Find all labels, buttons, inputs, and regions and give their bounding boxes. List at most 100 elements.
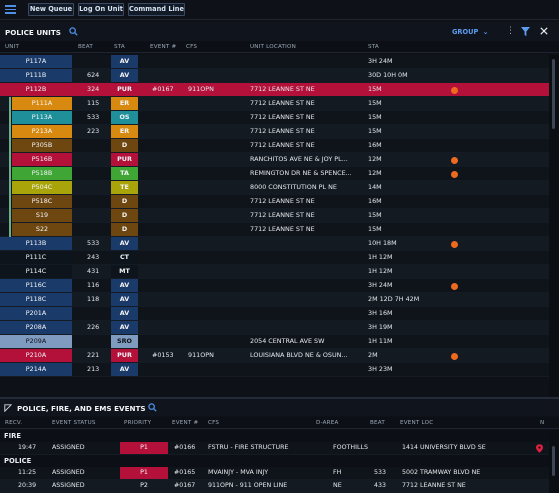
unit-status-badge[interactable]: AV xyxy=(111,363,138,376)
unit-id[interactable]: P116C xyxy=(0,279,72,292)
units-scroll-thumb[interactable] xyxy=(552,59,555,129)
col-unit-location[interactable]: UNIT LOCATION xyxy=(250,44,296,50)
events-scroll-thumb[interactable] xyxy=(552,446,555,476)
collapse-triangle-icon[interactable] xyxy=(4,404,12,412)
unit-row[interactable]: P114C 431 MT 1H 12M xyxy=(0,265,549,279)
unit-id[interactable]: P113B xyxy=(0,237,72,250)
event-section-label[interactable]: POLICE xyxy=(0,455,549,467)
col-beat[interactable]: BEAT xyxy=(78,44,93,50)
unit-status-badge[interactable]: AV xyxy=(111,237,138,250)
col-event-number[interactable]: EVENT # xyxy=(172,420,199,426)
unit-id[interactable]: P114C xyxy=(0,265,72,278)
unit-id[interactable]: P305B xyxy=(12,139,72,152)
event-row[interactable]: 11:25 ASSIGNED P1 #0165 MVAINJY - MVA INJY FH… xyxy=(0,467,549,480)
unit-id[interactable]: P213A xyxy=(12,125,72,138)
unit-id[interactable]: P516B xyxy=(12,153,72,166)
log-on-unit-button[interactable]: Log On Unit xyxy=(78,3,124,16)
unit-status-badge[interactable]: TE xyxy=(111,181,138,194)
unit-row[interactable]: P213A 223 ER 7712 LEANNE ST NE 15M xyxy=(0,125,549,139)
command-line-button[interactable]: Command Line xyxy=(128,3,185,16)
unit-status-badge[interactable]: AV xyxy=(111,321,138,334)
col-cfs[interactable]: CFS xyxy=(208,420,220,426)
unit-status-badge[interactable]: D xyxy=(111,223,138,236)
col-event-loc[interactable]: EVENT LOC xyxy=(400,420,434,426)
unit-row[interactable]: P209A SRO 2054 CENTRAL AVE SW 1H 11M xyxy=(0,335,549,349)
unit-row[interactable]: P112B 324 PUR #0167 911OPN 7712 LEANNE ST NE 1… xyxy=(0,83,549,97)
col-event-status[interactable]: EVENT STATUS xyxy=(52,420,96,426)
unit-status-badge[interactable]: AV xyxy=(111,69,138,82)
unit-row[interactable]: P518C D 7712 LEANNE ST NE 16M xyxy=(0,195,549,209)
unit-status-badge[interactable]: ER xyxy=(111,125,138,138)
unit-id[interactable]: P111A xyxy=(12,97,72,110)
col-sta-time[interactable]: STA xyxy=(368,44,379,50)
unit-status-badge[interactable]: PUR xyxy=(117,85,132,93)
event-number[interactable]: #0167 xyxy=(174,482,196,489)
col-unit[interactable]: UNIT xyxy=(5,44,20,50)
unit-id[interactable]: P113A xyxy=(12,111,72,124)
unit-row[interactable]: S22 D 7712 LEANNE ST NE 15M xyxy=(0,223,549,237)
col-recv[interactable]: RECV. xyxy=(5,420,23,426)
unit-status-badge[interactable]: OS xyxy=(111,111,138,124)
menu-icon[interactable] xyxy=(5,5,16,14)
unit-id[interactable]: P111C xyxy=(0,251,72,264)
unit-status-badge[interactable]: AV xyxy=(111,55,138,68)
col-beat[interactable]: BEAT xyxy=(370,420,385,426)
unit-id[interactable]: P118C xyxy=(0,293,72,306)
unit-row[interactable]: P305B D 7712 LEANNE ST NE 16M xyxy=(0,139,549,153)
col-priority[interactable]: PRIORITY xyxy=(124,420,152,426)
unit-row[interactable]: P201A AV 3H 16M xyxy=(0,307,549,321)
map-pin-icon[interactable] xyxy=(536,444,543,453)
col-n[interactable]: N xyxy=(540,420,545,426)
close-icon[interactable] xyxy=(540,27,548,35)
unit-id[interactable]: P518B xyxy=(12,167,72,180)
filter-icon[interactable] xyxy=(521,27,530,36)
unit-id[interactable]: P214A xyxy=(0,363,72,376)
unit-row[interactable]: S19 D 7712 LEANNE ST NE 15M xyxy=(0,209,549,223)
unit-row[interactable]: P113B 533 AV 10H 18M xyxy=(0,237,549,251)
unit-id[interactable]: P504C xyxy=(12,181,72,194)
col-d-area[interactable]: D-AREA xyxy=(316,420,339,426)
col-event[interactable]: EVENT # xyxy=(150,44,177,50)
unit-status-badge[interactable]: TA xyxy=(111,167,138,180)
more-options-icon[interactable]: ⋮ xyxy=(506,26,515,36)
col-sta[interactable]: STA xyxy=(114,44,125,50)
events-scrollbar[interactable] xyxy=(549,430,559,493)
unit-status-badge[interactable]: PUR xyxy=(111,349,138,362)
unit-event-number[interactable]: #0153 xyxy=(152,351,174,359)
unit-id[interactable]: P208A xyxy=(0,321,72,334)
unit-id[interactable]: S19 xyxy=(12,209,72,222)
unit-id[interactable]: P111B xyxy=(0,69,72,82)
unit-status-badge[interactable]: PUR xyxy=(111,153,138,166)
unit-id[interactable]: P210A xyxy=(0,349,72,362)
unit-row[interactable]: P117A AV 3H 24M xyxy=(0,55,549,69)
unit-row[interactable]: P208A 226 AV 3H 19M xyxy=(0,321,549,335)
event-row[interactable]: 20:39 ASSIGNED P2 #0167 911OPN - 911 OPEN LI… xyxy=(0,480,549,493)
unit-status-badge[interactable]: AV xyxy=(111,307,138,320)
unit-row[interactable]: P214A 213 AV 3H 23M xyxy=(0,363,549,377)
units-scrollbar[interactable] xyxy=(549,55,559,397)
unit-id[interactable]: P117A xyxy=(0,55,72,68)
unit-row[interactable]: P210A 221 PUR #0153 911OPN LOUISIANA BLVD NE … xyxy=(0,349,549,363)
unit-status-badge[interactable]: MT xyxy=(111,265,138,278)
col-cfs[interactable]: CFS xyxy=(186,44,198,50)
event-number[interactable]: #0165 xyxy=(174,469,196,476)
unit-status-badge[interactable]: SRO xyxy=(111,335,138,348)
unit-row[interactable]: P516B PUR RANCHITOS AVE NE & JOY PL... 12M xyxy=(0,153,549,167)
unit-row[interactable]: P116C 116 AV 3H 24M xyxy=(0,279,549,293)
unit-id[interactable]: P209A xyxy=(0,335,72,348)
unit-status-badge[interactable]: D xyxy=(111,195,138,208)
event-row[interactable]: 19:47 ASSIGNED P1 #0166 FSTRU - FIRE STRUCTU… xyxy=(0,442,549,455)
unit-row[interactable]: P518B TA REMINGTON DR NE & SPENCE... 12M xyxy=(0,167,549,181)
event-number[interactable]: #0166 xyxy=(174,444,196,451)
unit-id[interactable]: S22 xyxy=(12,223,72,236)
unit-row[interactable]: P118C 118 AV 2M 12D 7H 42M xyxy=(0,293,549,307)
unit-row[interactable]: P111A 115 ER 7712 LEANNE ST NE 15M xyxy=(0,97,549,111)
unit-status-badge[interactable]: D xyxy=(111,209,138,222)
unit-status-badge[interactable]: AV xyxy=(111,293,138,306)
unit-row[interactable]: P111C 243 CT 1H 12M xyxy=(0,251,549,265)
unit-status-badge[interactable]: CT xyxy=(111,251,138,264)
unit-status-badge[interactable]: D xyxy=(111,139,138,152)
panel-divider[interactable] xyxy=(0,397,559,399)
group-dropdown[interactable]: GROUP ⌄ xyxy=(452,28,488,36)
unit-status-badge[interactable]: AV xyxy=(111,279,138,292)
